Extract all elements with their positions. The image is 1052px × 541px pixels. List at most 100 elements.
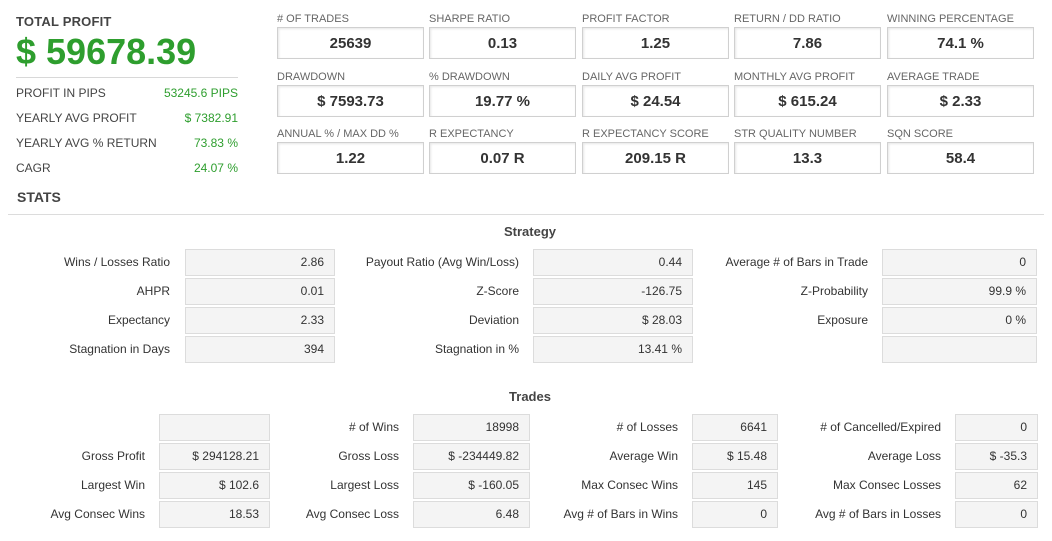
stat-label [696, 336, 868, 363]
trade-value: $ 102.6 [159, 472, 270, 499]
trade-label: # of Cancelled/Expired [820, 420, 941, 434]
trade-value: 62 [955, 472, 1038, 499]
metric-label: WINNING PERCENTAGE [887, 13, 1014, 25]
stat-value: 0.01 [185, 278, 335, 305]
stat-value: $ 28.03 [533, 307, 693, 334]
summary-label: YEARLY AVG PROFIT [16, 111, 137, 125]
trade-value: 145 [692, 472, 778, 499]
trade-value: $ 294128.21 [159, 443, 270, 470]
metric-label: R EXPECTANCY [429, 128, 514, 140]
metric-annual-max-dd: ANNUAL % / MAX DD % 1.22 [277, 127, 424, 174]
trade-label: Gross Loss [338, 449, 399, 463]
stat-value [882, 336, 1037, 363]
metric-winning-percentage: WINNING PERCENTAGE 74.1 % [887, 12, 1034, 59]
trade-value: 0 [955, 414, 1038, 441]
stat-label: Payout Ratio (Avg Win/Loss) [365, 255, 519, 269]
stat-label: Stagnation in Days [69, 342, 170, 356]
metric-value: 0.07 R [429, 142, 576, 174]
trade-label: Avg Consec Loss [305, 507, 399, 521]
stats-heading: STATS [17, 189, 61, 205]
metric-label: DAILY AVG PROFIT [582, 71, 682, 83]
metric-label: AVERAGE TRADE [887, 71, 980, 83]
metric-sqn-score: SQN SCORE 58.4 [887, 127, 1034, 174]
trade-label: Avg # of Bars in Wins [563, 507, 679, 521]
metric-value: 7.86 [734, 27, 881, 59]
metric-label: DRAWDOWN [277, 71, 346, 83]
summary-row-yearly-avg-profit: YEARLY AVG PROFIT $ 7382.91 [16, 106, 238, 131]
metric-label: SHARPE RATIO [429, 13, 511, 25]
trade-value: $ -234449.82 [413, 443, 530, 470]
metric-r-expectancy: R EXPECTANCY 0.07 R [429, 127, 576, 174]
trade-value [159, 414, 270, 441]
stat-label: Wins / Losses Ratio [63, 255, 170, 269]
metric-value: $ 615.24 [734, 85, 881, 117]
summary-value: $ 7382.91 [184, 111, 238, 125]
summary-row-profit-pips: PROFIT IN PIPS 53245.6 PIPS [16, 81, 238, 106]
metric-pct-drawdown: % DRAWDOWN 19.77 % [429, 70, 576, 117]
trade-label: Average Loss [867, 449, 941, 463]
stat-value: 394 [185, 336, 335, 363]
metric-value: 1.22 [277, 142, 424, 174]
stat-label: Exposure [817, 313, 868, 327]
metric-label: ANNUAL % / MAX DD % [277, 128, 399, 140]
summary-label: CAGR [16, 161, 51, 175]
trade-label [10, 414, 145, 441]
metric-label: % DRAWDOWN [429, 71, 510, 83]
metric-drawdown: DRAWDOWN $ 7593.73 [277, 70, 424, 117]
trade-label: Max Consec Wins [581, 478, 678, 492]
summary-value: 53245.6 PIPS [163, 86, 238, 100]
metric-daily-avg-profit: DAILY AVG PROFIT $ 24.54 [582, 70, 729, 117]
metric-trades: # OF TRADES 25639 [277, 12, 424, 59]
stat-value: 0 [882, 249, 1037, 276]
metric-r-expectancy-score: R EXPECTANCY SCORE 209.15 R [582, 127, 729, 174]
stat-value: 2.86 [185, 249, 335, 276]
trade-label: Avg # of Bars in Losses [815, 507, 941, 521]
trade-label: Max Consec Losses [832, 478, 941, 492]
summary-value: 24.07 % [193, 161, 238, 175]
trade-value: 0 [955, 501, 1038, 528]
trade-label: # of Losses [616, 420, 678, 434]
stat-value: 13.41 % [533, 336, 693, 363]
trade-label: Gross Profit [81, 449, 145, 463]
metric-value: 58.4 [887, 142, 1034, 174]
trade-label: # of Wins [348, 420, 399, 434]
metric-monthly-avg-profit: MONTHLY AVG PROFIT $ 615.24 [734, 70, 881, 117]
trade-value: $ -35.3 [955, 443, 1038, 470]
metric-value: 25639 [277, 27, 424, 59]
metric-value: $ 24.54 [582, 85, 729, 117]
summary-row-yearly-avg-return: YEARLY AVG % RETURN 73.83 % [16, 131, 238, 156]
summary-value: 73.83 % [193, 136, 238, 150]
summary-row-cagr: CAGR 24.07 % [16, 156, 238, 181]
metric-return-dd-ratio: RETURN / DD RATIO 7.86 [734, 12, 881, 59]
metric-label: PROFIT FACTOR [582, 13, 670, 25]
stat-value: 99.9 % [882, 278, 1037, 305]
metric-value: $ 7593.73 [277, 85, 424, 117]
trade-label: Largest Win [80, 478, 145, 492]
stat-value: 0.44 [533, 249, 693, 276]
trade-value: 18998 [413, 414, 530, 441]
metric-label: R EXPECTANCY SCORE [582, 128, 709, 140]
metric-str-quality-number: STR QUALITY NUMBER 13.3 [734, 127, 881, 174]
trade-label: Average Win [609, 449, 678, 463]
trade-value: $ -160.05 [413, 472, 530, 499]
trade-value: 6641 [692, 414, 778, 441]
divider [8, 214, 1044, 215]
summary-label: PROFIT IN PIPS [16, 86, 106, 100]
stat-value: 0 % [882, 307, 1037, 334]
stat-value: -126.75 [533, 278, 693, 305]
metric-sharpe-ratio: SHARPE RATIO 0.13 [429, 12, 576, 59]
trade-label: Avg Consec Wins [50, 507, 145, 521]
metric-value: 1.25 [582, 27, 729, 59]
metric-label: # OF TRADES [277, 13, 349, 25]
stat-label: Deviation [468, 313, 519, 327]
metric-label: MONTHLY AVG PROFIT [734, 71, 856, 83]
stat-label: Stagnation in % [434, 342, 519, 356]
metric-value: $ 2.33 [887, 85, 1034, 117]
summary-label: YEARLY AVG % RETURN [16, 136, 157, 150]
stat-label: Z-Probability [800, 284, 868, 298]
total-profit-label: TOTAL PROFIT [16, 14, 112, 29]
stat-label: AHPR [136, 284, 170, 298]
trade-value: 0 [692, 501, 778, 528]
metric-value: 0.13 [429, 27, 576, 59]
metric-profit-factor: PROFIT FACTOR 1.25 [582, 12, 729, 59]
